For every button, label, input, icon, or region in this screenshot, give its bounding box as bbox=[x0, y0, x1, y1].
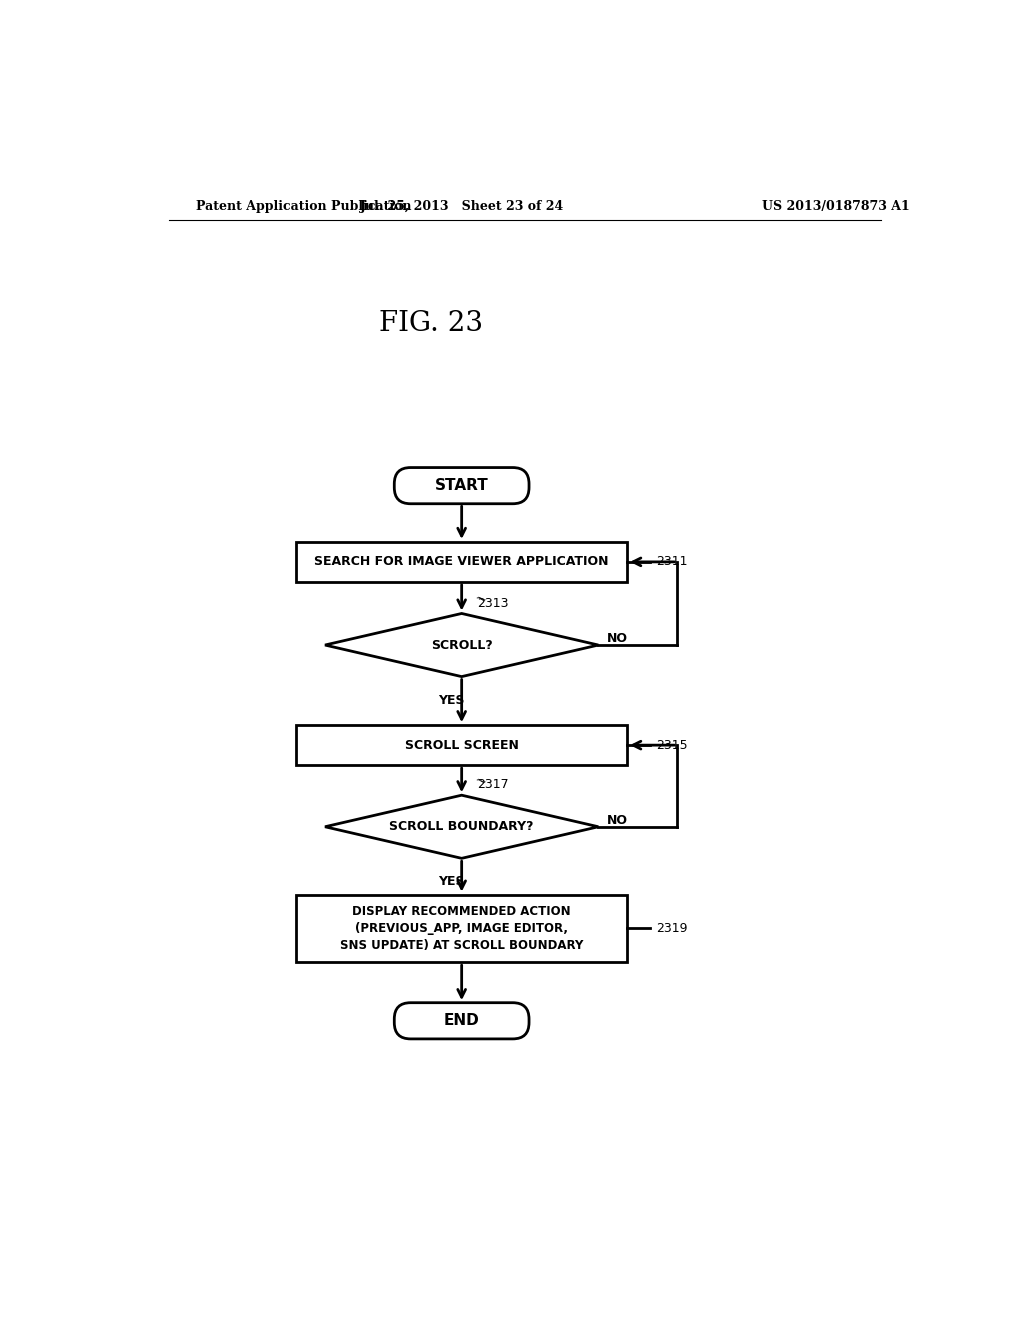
Text: Patent Application Publication: Patent Application Publication bbox=[196, 199, 412, 213]
Text: SCROLL SCREEN: SCROLL SCREEN bbox=[404, 739, 518, 751]
Bar bbox=[296, 543, 628, 582]
Text: YES: YES bbox=[437, 693, 464, 706]
Bar bbox=[296, 895, 628, 962]
Text: END: END bbox=[443, 1014, 479, 1028]
Text: SCROLL?: SCROLL? bbox=[431, 639, 493, 652]
Text: NO: NO bbox=[607, 814, 628, 828]
Bar bbox=[296, 725, 628, 766]
Text: ~: ~ bbox=[472, 591, 488, 609]
Text: SCROLL BOUNDARY?: SCROLL BOUNDARY? bbox=[389, 820, 534, 833]
Text: FIG. 23: FIG. 23 bbox=[379, 310, 483, 338]
Text: Jul. 25, 2013   Sheet 23 of 24: Jul. 25, 2013 Sheet 23 of 24 bbox=[359, 199, 564, 213]
Text: ~: ~ bbox=[472, 772, 488, 789]
Text: US 2013/0187873 A1: US 2013/0187873 A1 bbox=[762, 199, 909, 213]
Text: NO: NO bbox=[607, 632, 628, 645]
Text: 2313: 2313 bbox=[477, 597, 509, 610]
Text: YES: YES bbox=[437, 875, 464, 888]
Polygon shape bbox=[325, 795, 598, 858]
Text: START: START bbox=[435, 478, 488, 494]
Text: 2311: 2311 bbox=[656, 556, 688, 569]
Text: 2319: 2319 bbox=[656, 921, 688, 935]
Text: DISPLAY RECOMMENDED ACTION
(PREVIOUS_APP, IMAGE EDITOR,
SNS UPDATE) AT SCROLL BO: DISPLAY RECOMMENDED ACTION (PREVIOUS_APP… bbox=[340, 906, 584, 952]
FancyBboxPatch shape bbox=[394, 1003, 529, 1039]
FancyBboxPatch shape bbox=[394, 467, 529, 504]
Polygon shape bbox=[325, 614, 598, 677]
Text: SEARCH FOR IMAGE VIEWER APPLICATION: SEARCH FOR IMAGE VIEWER APPLICATION bbox=[314, 556, 609, 569]
Text: 2315: 2315 bbox=[656, 739, 688, 751]
Text: 2317: 2317 bbox=[477, 779, 509, 792]
